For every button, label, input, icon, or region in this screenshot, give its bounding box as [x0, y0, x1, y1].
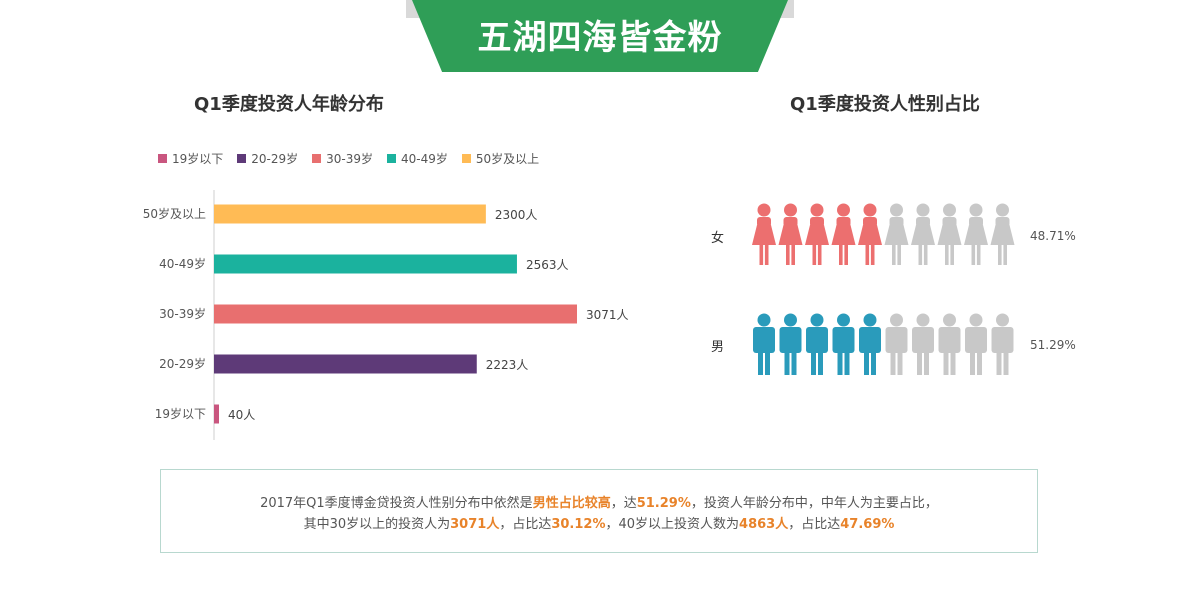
- bar: [214, 354, 477, 374]
- banner-title: 五湖四海皆金粉: [477, 18, 723, 58]
- age-legend: 19岁以下 20-29岁 30-39岁 40-49岁 50岁及以上: [158, 150, 553, 167]
- legend-item: 20-29岁: [237, 150, 298, 167]
- summary-highlight: 47.69%: [840, 517, 895, 532]
- summary-text: 其中30岁以上的投资人为: [303, 517, 451, 532]
- summary-highlight: 男性占比较高: [532, 496, 611, 511]
- male-person-icon: [859, 313, 881, 375]
- bar-value-label: 2223人: [486, 358, 529, 372]
- y-tick-label: 30-39岁: [159, 306, 206, 321]
- legend-label: 30-39岁: [326, 152, 374, 166]
- female-person-icon: [858, 203, 882, 265]
- summary-highlight: 51.29%: [636, 496, 691, 511]
- y-tick-label: 40-49岁: [159, 256, 206, 271]
- female-person-icon: [778, 203, 803, 265]
- female-person-icon: [937, 203, 962, 265]
- title-banner: 五湖四海皆金粉: [412, 0, 788, 72]
- summary-highlight: 3071人: [450, 517, 500, 532]
- summary-box: 2017年Q1季度博金贷投资人性别分布中依然是男性占比较高，达51.29%，投资…: [160, 469, 1038, 553]
- female-person-icon: [831, 203, 856, 265]
- legend-label: 19岁以下: [172, 152, 224, 166]
- legend-item: 40-49岁: [387, 150, 448, 167]
- summary-text: ，占比达: [499, 517, 552, 532]
- male-icon-row: [752, 313, 1020, 377]
- female-person-icon: [911, 203, 935, 265]
- summary-highlight: 30.12%: [551, 517, 606, 532]
- female-percentage: 48.71%: [1030, 229, 1076, 243]
- pictogram-svg: [753, 313, 1014, 375]
- y-tick-label: 19岁以下: [155, 406, 206, 421]
- legend-swatch: [237, 154, 247, 163]
- age-chart-title: Q1季度投资人年龄分布: [194, 94, 384, 115]
- summary-text: ，投资人年龄分布中，中年人为主要占比，: [690, 496, 938, 511]
- pictogram-svg: [752, 203, 1015, 265]
- bar: [214, 204, 486, 224]
- male-percentage: 51.29%: [1030, 338, 1076, 352]
- summary-text: ，占比达: [788, 517, 841, 532]
- male-person-icon: [779, 313, 802, 375]
- gender-chart-title: Q1季度投资人性别占比: [790, 94, 980, 115]
- legend-swatch: [312, 154, 322, 163]
- summary-highlight: 4863人: [739, 517, 789, 532]
- legend-swatch: [158, 154, 167, 163]
- legend-item: 19岁以下: [158, 150, 223, 167]
- female-person-icon: [884, 203, 909, 265]
- summary-line-1: 2017年Q1季度博金贷投资人性别分布中依然是男性占比较高，达51.29%，投资…: [161, 493, 1037, 514]
- legend-swatch: [387, 154, 397, 163]
- y-tick-label: 50岁及以上: [143, 206, 206, 221]
- legend-item: 50岁及以上: [461, 150, 540, 167]
- y-tick-label: 20-29岁: [159, 356, 206, 371]
- bar: [214, 404, 219, 424]
- summary-line-2: 其中30岁以上的投资人为3071人，占比达30.12%，40岁以上投资人数为48…: [161, 514, 1037, 535]
- legend-label: 20-29岁: [251, 152, 299, 166]
- summary-text: ，40岁以上投资人数为: [605, 517, 740, 532]
- legend-swatch: [461, 154, 471, 163]
- bar: [214, 304, 577, 324]
- summary-text: ，达: [610, 496, 637, 511]
- male-person-icon: [885, 313, 908, 375]
- male-person-icon: [938, 313, 961, 375]
- female-person-icon: [990, 203, 1015, 265]
- age-bar-chart: 50岁及以上 2300人 40-49岁 2563人 30-39岁 3071人 20-29岁 2…: [143, 190, 629, 440]
- legend-label: 40-49岁: [401, 152, 448, 166]
- female-icon-row: [752, 203, 1020, 267]
- bar-value-label: 2300人: [495, 208, 538, 222]
- female-person-icon: [964, 203, 988, 265]
- bar: [214, 254, 517, 274]
- legend-item: 30-39岁: [312, 150, 373, 167]
- female-person-icon: [752, 203, 776, 265]
- bar-value-label: 3071人: [586, 308, 629, 322]
- summary-text: 2017年Q1季度博金贷投资人性别分布中依然是: [260, 496, 533, 511]
- legend-label: 50岁及以上: [475, 152, 540, 166]
- male-person-icon: [991, 313, 1014, 375]
- female-label: 女: [711, 231, 725, 246]
- male-label: 男: [711, 340, 725, 355]
- male-person-icon: [806, 313, 828, 375]
- bar-value-label: 40人: [228, 408, 255, 422]
- male-person-icon: [912, 313, 934, 375]
- female-person-icon: [805, 203, 829, 265]
- male-person-icon: [753, 313, 775, 375]
- male-person-icon: [965, 313, 987, 375]
- male-person-icon: [832, 313, 855, 375]
- bar-value-label: 2563人: [526, 258, 569, 272]
